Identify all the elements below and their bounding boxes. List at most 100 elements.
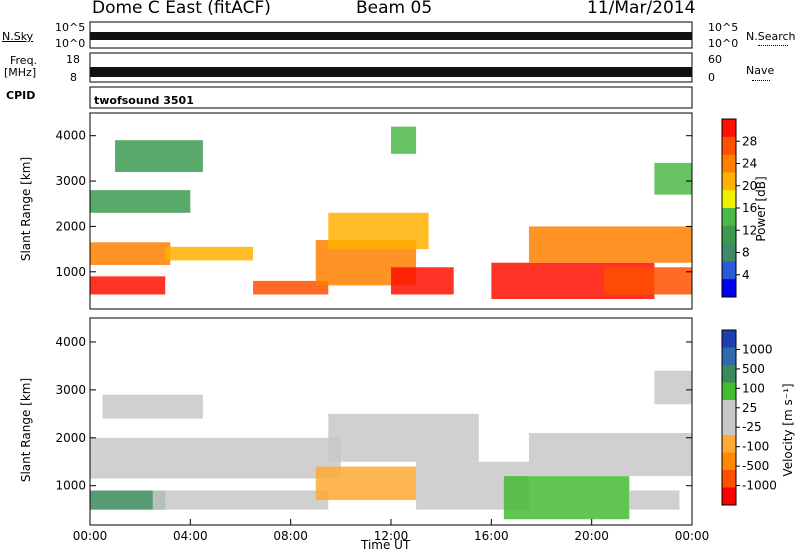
nsky-right-tick-top: 10^5 (708, 21, 739, 34)
power-colorbar-tick-label-0: 28 (742, 134, 757, 148)
velocity-panel-ytick-label-0: 4000 (55, 335, 86, 349)
power-panel-cell-3 (253, 280, 329, 295)
power-colorbar-tick-label-3: 16 (742, 201, 757, 215)
xtick-label-1: 04:00 (173, 529, 208, 543)
power-colorbar-swatch-1 (722, 136, 736, 156)
xtick-label-6: 00:00 (675, 529, 710, 543)
velocity-colorbar-tick-label-6: -500 (742, 459, 769, 473)
time-axis-label: Time UT (361, 538, 411, 552)
power-colorbar: 28 24 20 16 12 8 4 (721, 118, 757, 298)
date-title: 11/Mar/2014 (587, 0, 696, 18)
cpid-panel-frame (89, 86, 693, 109)
power-panel-cell-8 (528, 226, 692, 263)
power-colorbar-tick-label-2: 20 (742, 179, 757, 193)
velocity-panel-cell-2 (152, 490, 329, 510)
power-panel-ytick-label-1: 3000 (55, 174, 86, 188)
power-colorbar-tick-label-5: 8 (742, 246, 750, 260)
velocity-colorbar-swatch-2 (722, 365, 736, 383)
velocity-colorbar-tick-label-2: 100 (742, 381, 765, 395)
power-panel-cell-5 (328, 212, 429, 250)
velocity-colorbar-swatch-7 (722, 452, 736, 471)
velocity-colorbar-swatch-6 (722, 435, 736, 453)
power-colorbar-swatch-7 (722, 243, 736, 262)
velocity-colorbar-swatch-0 (722, 330, 736, 348)
power-panel-cell-10 (90, 190, 191, 213)
freq-left-tick-bottom: 8 (70, 71, 77, 84)
power-colorbar-swatch-6 (722, 225, 736, 245)
xtick-label-2: 08:00 (273, 529, 308, 543)
velocity-colorbar-swatch-4 (722, 400, 736, 418)
velocity-panel-cell-4 (328, 413, 479, 462)
nsky-left-tick-bottom: 10^0 (55, 37, 86, 50)
velocity-colorbar-swatch-3 (722, 382, 736, 401)
cpid-label: CPID (6, 89, 36, 102)
power-panel-ytick-label-3: 1000 (55, 265, 86, 279)
velocity-colorbar-swatch-1 (722, 347, 736, 366)
power-colorbar-tick-label-4: 12 (742, 223, 757, 237)
power-colorbar-swatch-4 (722, 190, 736, 209)
xtick-label-0: 00:00 (73, 529, 108, 543)
power-panel-cell-1 (90, 242, 171, 265)
nave-label: Nave (746, 64, 775, 77)
velocity-colorbar-tick-label-4: -25 (742, 420, 762, 434)
nsky-left-tick-top: 10^5 (55, 21, 86, 34)
freq-trace (90, 67, 692, 77)
power-panel-cell-9 (604, 267, 692, 295)
freq-unit-label: [MHz] (4, 66, 37, 79)
freq-label: Freq. (10, 54, 38, 67)
power-panel-ytick-label-0: 4000 (55, 129, 86, 143)
power-panel-cell-6 (391, 267, 454, 295)
velocity-panel-cell-9 (102, 394, 203, 419)
nsearch-legend-line (758, 45, 788, 46)
xtick-label-3: 12:00 (374, 529, 409, 543)
power-panel-cell-0 (90, 276, 166, 295)
power-colorbar-swatch-8 (722, 261, 736, 280)
power-panel-cell-13 (654, 162, 692, 195)
velocity-colorbar-swatch-9 (722, 487, 736, 506)
velocity-colorbar-frame (721, 329, 737, 506)
power-colorbar-swatch-0 (722, 119, 736, 138)
freq-right-tick-top: 60 (708, 53, 722, 66)
velocity-panel-ytick-label-2: 2000 (55, 431, 86, 445)
velocity-panel-cell-3 (315, 466, 417, 501)
velocity-panel-cell-10 (654, 370, 692, 405)
velocity-panel-cell-1 (90, 437, 341, 479)
velocity-panel: 4000 3000 2000 1000 00:00 04:00 08:00 12:00 16:… (55, 317, 710, 543)
nsky-label: N.Sky (2, 30, 34, 43)
beam-title: Beam 05 (356, 0, 433, 18)
freq-left-tick-top: 18 (66, 53, 80, 66)
velocity-panel-ytick-label-1: 3000 (55, 383, 86, 397)
nave-legend-line (752, 80, 770, 81)
xtick-label-4: 16:00 (474, 529, 509, 543)
velocity-colorbar-tick-label-0: 1000 (742, 342, 773, 356)
velocity-colorbar-tick-label-5: -100 (742, 440, 769, 454)
velocity-colorbar-swatch-8 (722, 470, 736, 488)
velocity-panel-cell-6 (503, 476, 630, 520)
power-panel-frame (89, 112, 693, 310)
power-colorbar-swatch-2 (722, 154, 736, 173)
xtick-label-5: 20:00 (574, 529, 609, 543)
power-colorbar-swatch-9 (722, 279, 736, 298)
nsky-trace (90, 32, 692, 40)
velocity-colorbar-tick-label-1: 500 (742, 362, 765, 376)
power-colorbar-swatch-3 (722, 172, 736, 191)
power-panel-cell-12 (391, 126, 417, 154)
velocity-colorbar: 1000 500 100 25 -25 -100 -500 -1000 (721, 329, 777, 506)
velocity-colorbar-tick-label-7: -1000 (742, 479, 777, 493)
power-colorbar-tick-label-6: 4 (742, 268, 750, 282)
nsearch-label: N.Search (746, 30, 796, 43)
power-panel: 4000 3000 2000 1000 (55, 112, 693, 310)
velocity-panel-cell-7 (528, 433, 692, 477)
velocity-panel-cell-0 (90, 490, 166, 510)
power-colorbar-swatch-5 (722, 208, 736, 227)
power-panel-cell-11 (115, 140, 203, 172)
velocity-colorbar-tick-label-3: 25 (742, 401, 757, 415)
power-panel-ytick-label-2: 2000 (55, 219, 86, 233)
freq-right-tick-bottom: 0 (708, 71, 715, 84)
velocity-panel-ytick-label-3: 1000 (55, 479, 86, 493)
velocity-colorbar-swatch-5 (722, 417, 736, 436)
velocity-panel-cell-8 (629, 490, 680, 510)
cpid-program: twofsound 3501 (94, 94, 194, 107)
nsky-right-tick-bottom: 10^0 (708, 37, 739, 50)
